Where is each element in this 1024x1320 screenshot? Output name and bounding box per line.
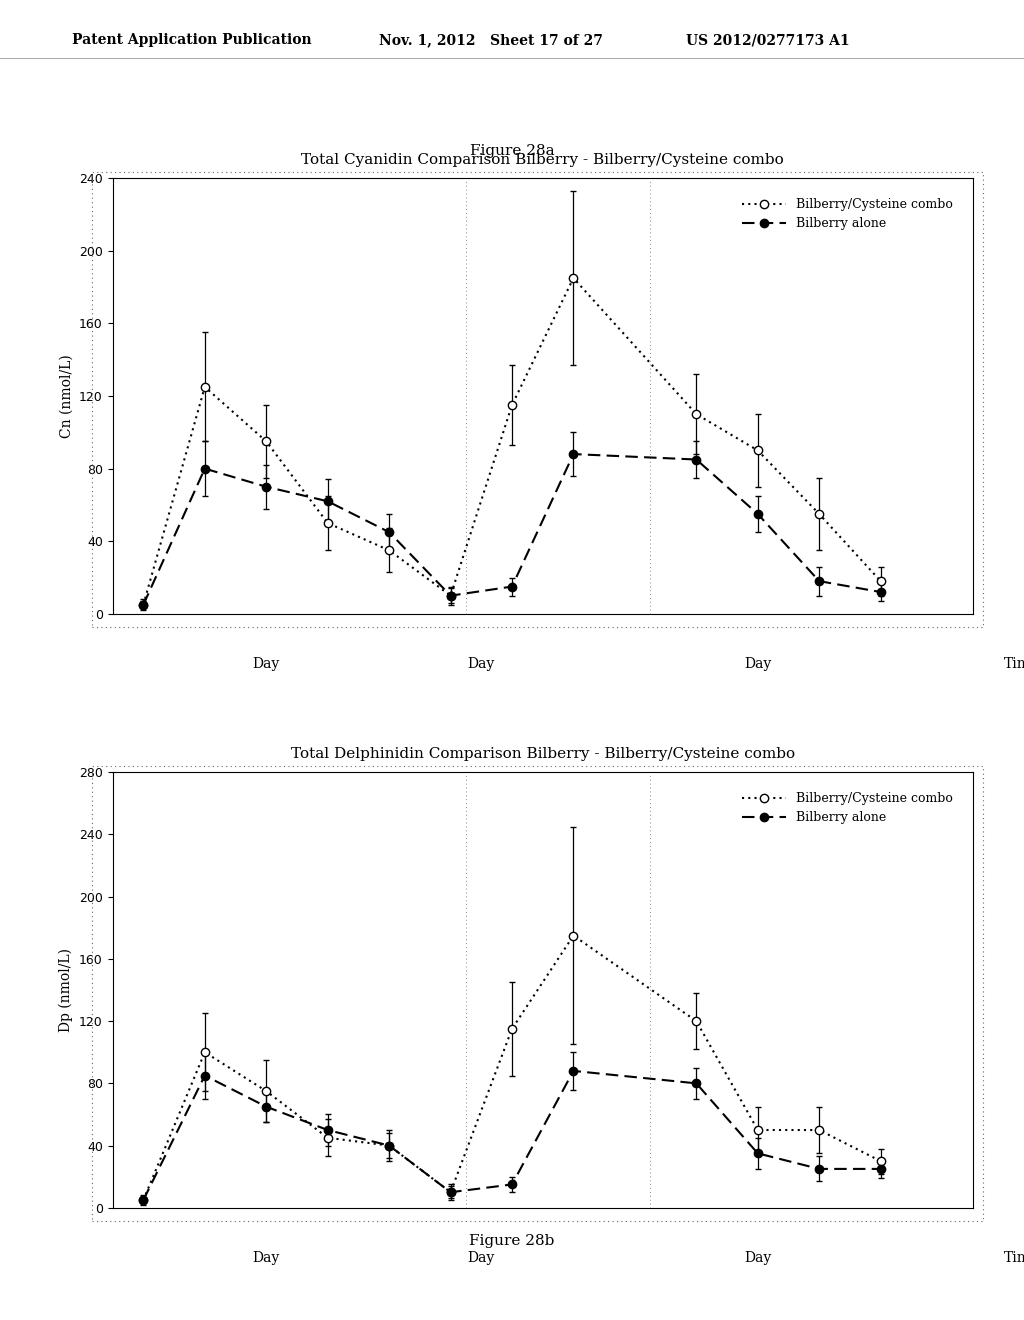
- Text: Day: Day: [744, 657, 771, 672]
- Text: Time: Time: [1004, 657, 1024, 672]
- Text: Nov. 1, 2012   Sheet 17 of 27: Nov. 1, 2012 Sheet 17 of 27: [379, 33, 603, 48]
- Text: Figure 28a: Figure 28a: [470, 144, 554, 158]
- Text: Day: Day: [468, 657, 495, 672]
- Text: Day: Day: [253, 657, 280, 672]
- Legend: Bilberry/Cysteine combo, Bilberry alone: Bilberry/Cysteine combo, Bilberry alone: [737, 787, 957, 829]
- Text: Figure 28b: Figure 28b: [469, 1234, 555, 1249]
- Text: Day: Day: [744, 1251, 771, 1266]
- Title: Total Delphinidin Comparison Bilberry - Bilberry/Cysteine combo: Total Delphinidin Comparison Bilberry - …: [291, 747, 795, 762]
- Text: Patent Application Publication: Patent Application Publication: [72, 33, 311, 48]
- Y-axis label: Cn (nmol/L): Cn (nmol/L): [59, 354, 74, 438]
- Text: Time: Time: [1004, 1251, 1024, 1266]
- Y-axis label: Dp (nmol/L): Dp (nmol/L): [59, 948, 74, 1032]
- Text: US 2012/0277173 A1: US 2012/0277173 A1: [686, 33, 850, 48]
- Legend: Bilberry/Cysteine combo, Bilberry alone: Bilberry/Cysteine combo, Bilberry alone: [737, 193, 957, 235]
- Title: Total Cyanidin Comparison Bilberry - Bilberry/Cysteine combo: Total Cyanidin Comparison Bilberry - Bil…: [301, 153, 784, 168]
- Text: Day: Day: [253, 1251, 280, 1266]
- Text: Day: Day: [468, 1251, 495, 1266]
